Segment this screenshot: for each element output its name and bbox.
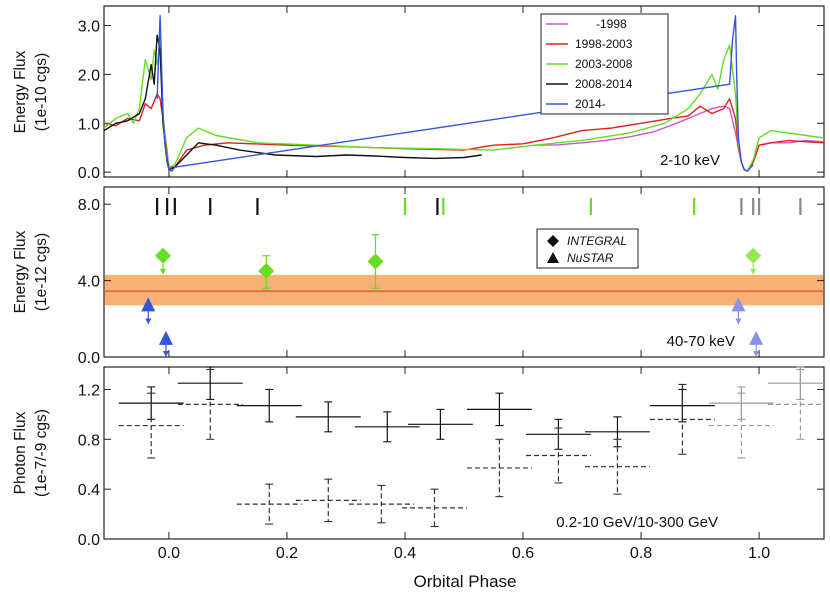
legend-nustar: NuSTAR xyxy=(567,251,614,265)
top-legend: -1998 1998-2003 2003-2008 2008-2014 2014… xyxy=(540,13,669,115)
bottom-ytick-label: 1.2 xyxy=(78,382,100,399)
nustar-point xyxy=(749,330,764,345)
top-ylabel-line2: (1e-10 cgs) xyxy=(33,53,50,131)
middle-ylabel-line1: Energy Flux xyxy=(12,230,29,313)
bottom-xtick-label: 0.8 xyxy=(630,545,652,562)
bottom-ytick-label: 0.0 xyxy=(78,532,100,549)
top-ytick-label: 2.0 xyxy=(78,67,100,84)
integral-point xyxy=(155,247,172,264)
middle-ytick-label: 0.0 xyxy=(78,350,100,367)
light-curve-2014-line xyxy=(156,15,754,172)
legend-entry-3: 2003-2008 xyxy=(575,57,633,71)
nustar-upper-limit-arrow-head xyxy=(162,351,169,357)
legend-integral: INTEGRAL xyxy=(567,234,627,248)
bottom-ytick-label: 0.8 xyxy=(78,432,100,449)
integral-point xyxy=(745,247,762,264)
bottom-ytick-label: 0.4 xyxy=(78,482,100,499)
nustar-upper-limit-arrow-head xyxy=(735,318,742,325)
bottom-xtick-label: 0.4 xyxy=(394,545,416,562)
bottom-ylabel-line1: Photon Flux xyxy=(12,411,29,494)
integral-upper-limit-arrow-head xyxy=(750,268,757,275)
bottom-ylabel-line2: (1e-7/-9 cgs) xyxy=(33,409,50,497)
bottom-xtick-label: 0.0 xyxy=(158,545,180,562)
top-ytick-label: 3.0 xyxy=(78,19,100,36)
bottom-xtick-label: 1.0 xyxy=(748,545,770,562)
legend-entry-4: 2008-2014 xyxy=(575,77,633,91)
middle-legend: INTEGRAL NuSTAR xyxy=(536,228,639,269)
top-ytick-label: 0.0 xyxy=(78,165,100,182)
integral-upper-limit-arrow-head xyxy=(160,268,167,275)
middle-band-label: 40-70 keV xyxy=(667,333,735,350)
legend-entry-1: -1998 xyxy=(596,17,627,31)
bottom-panel-frame xyxy=(103,366,825,540)
integral-point xyxy=(258,263,275,280)
middle-ytick-label: 8.0 xyxy=(78,197,100,214)
top-panel-layer: 0.0 1.0 2.0 3.0 xyxy=(78,6,825,182)
legend-entry-2: 1998-2003 xyxy=(575,37,633,51)
nustar-point xyxy=(158,330,173,345)
nustar-legend-triangle xyxy=(547,252,559,263)
top-panel-frame xyxy=(103,5,825,178)
top-band-label: 2-10 keV xyxy=(660,152,720,169)
middle-ytick-label: 4.0 xyxy=(78,274,100,291)
integral-legend-diamond xyxy=(547,235,559,247)
top-ylabel-line1: Energy Flux xyxy=(12,50,29,133)
nustar-upper-limit-arrow-head xyxy=(145,318,152,325)
nustar-upper-limit-arrow-head xyxy=(753,351,760,357)
middle-ylabel-line2: (1e-12 cgs) xyxy=(33,233,50,311)
top-ytick-label: 1.0 xyxy=(78,116,100,133)
bottom-xtick-label: 0.6 xyxy=(512,545,534,562)
bottom-xtick-label: 0.2 xyxy=(276,545,298,562)
nustar-point xyxy=(731,297,746,312)
integral-point xyxy=(367,253,384,270)
x-axis-title: Orbital Phase xyxy=(414,572,517,591)
bottom-band-label: 0.2-10 GeV/10-300 GeV xyxy=(556,514,718,531)
legend-entry-5: 2014- xyxy=(575,97,606,111)
middle-panel-frame xyxy=(103,186,825,358)
middle-panel-layer: 0.0 4.0 8.0 xyxy=(78,187,824,367)
flux-band-shade xyxy=(104,274,824,306)
bottom-panel-layer: 0.0 0.4 0.8 1.2 0.0 0.2 0.4 0.6 0.8 1.0 xyxy=(78,366,824,562)
nustar-point xyxy=(141,297,156,312)
